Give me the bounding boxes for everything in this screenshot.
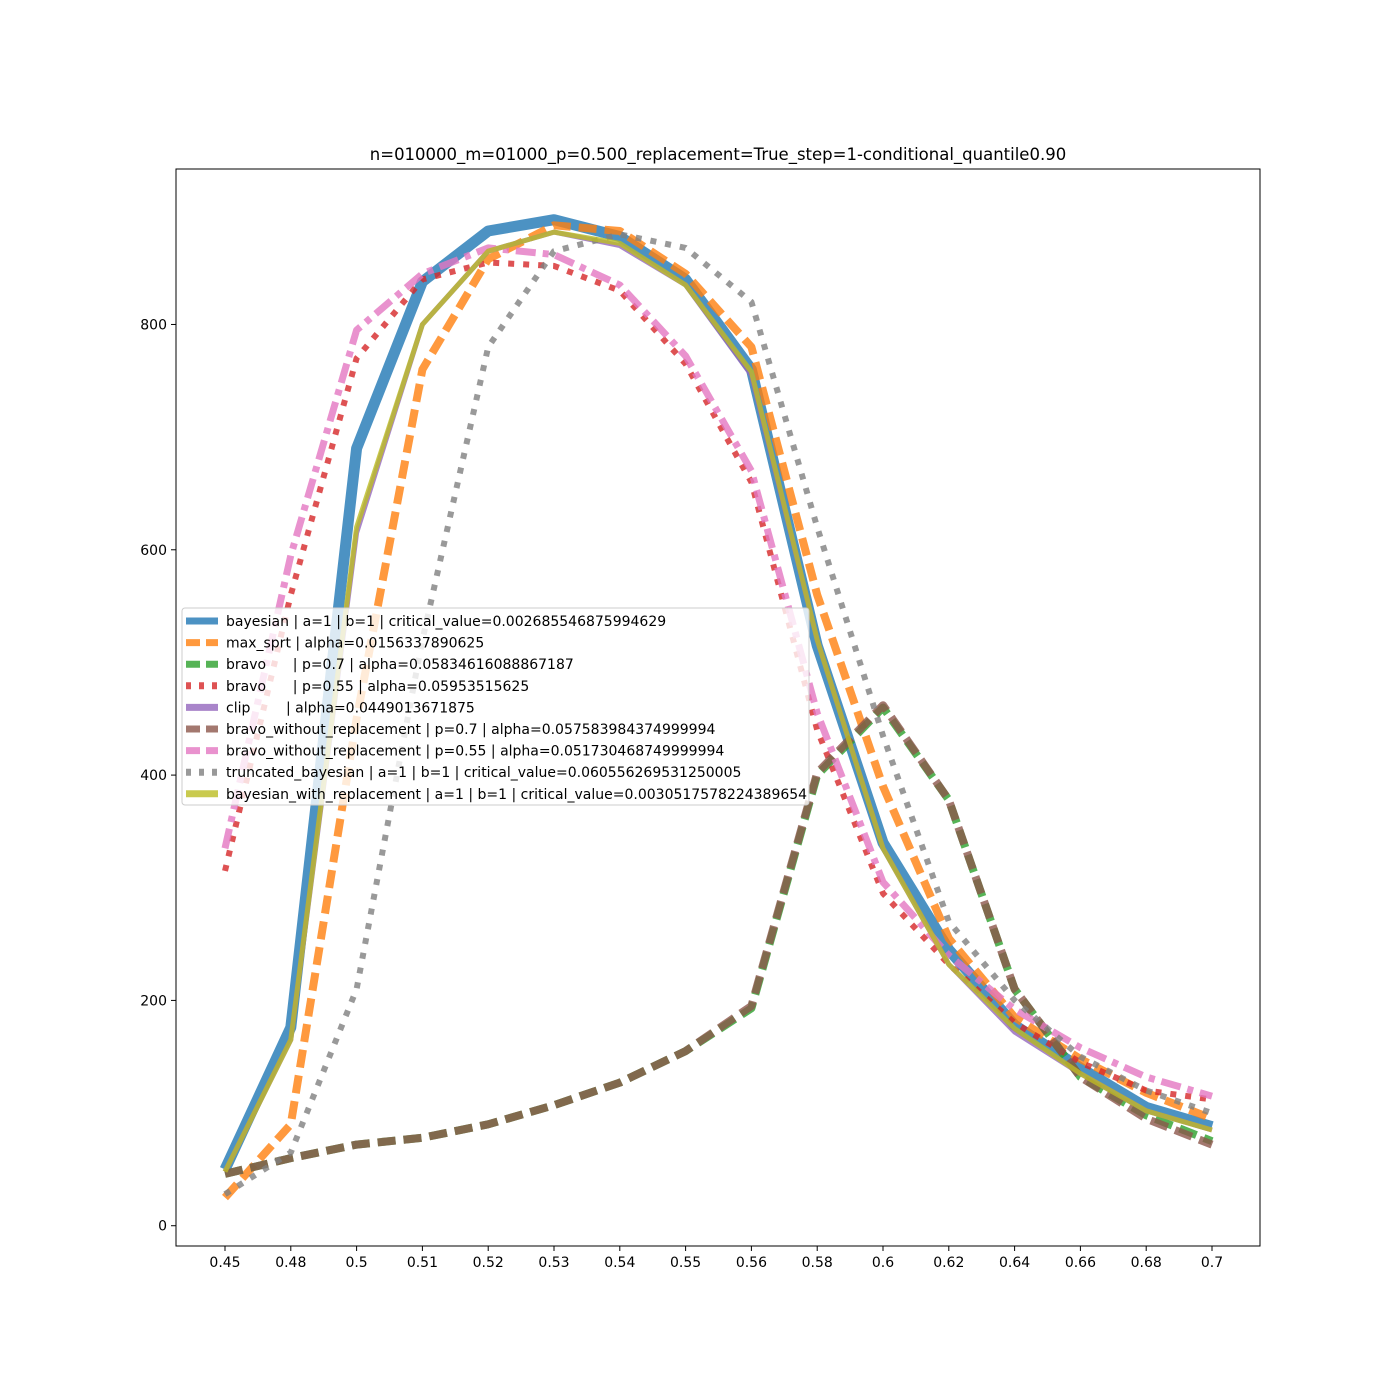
x-tick-label: 0.54 [604,1255,635,1271]
legend: bayesian | a=1 | b=1 | critical_value=0.… [181,607,810,806]
x-tick-label: 0.45 [209,1255,240,1271]
x-tick-label: 0.52 [473,1255,504,1271]
x-tick-label: 0.66 [1065,1255,1096,1271]
legend-label-5: bravo_without_replacement | p=0.7 | alph… [226,722,715,738]
legend-label-8: bayesian_with_replacement | a=1 | b=1 | … [226,787,807,803]
x-tick-label: 0.53 [538,1255,569,1271]
x-tick-label: 0.7 [1201,1255,1223,1271]
x-axis: 0.45 0.48 0.5 0.51 0.52 0.53 0.54 0.55 0.56 0.58 0… [209,1246,1223,1271]
x-tick-label: 0.56 [736,1255,767,1271]
legend-label-6: bravo_without_replacement | p=0.55 | alp… [226,744,724,760]
y-tick-label: 200 [140,993,167,1009]
series-line-5 [224,701,1214,1178]
x-tick-label: 0.68 [1131,1255,1162,1271]
y-tick-label: 0 [158,1219,167,1235]
series-line-8 [222,229,1213,1173]
legend-label-2: bravo | p=0.7 | alpha=0.0583461608886718… [226,657,574,673]
chart-title: n=010000_m=01000_p=0.500_replacement=Tru… [370,145,1066,165]
x-tick-label: 0.6 [872,1255,894,1271]
x-tick-label: 0.55 [670,1255,701,1271]
series-layer [220,214,1214,1201]
series-line-1 [222,221,1214,1201]
x-tick-label: 0.5 [345,1255,367,1271]
legend-label-0: bayesian | a=1 | b=1 | critical_value=0.… [226,614,666,630]
y-tick-label: 600 [140,543,167,559]
plot-frame [175,168,1261,1247]
legend-box [181,607,810,806]
legend-label-7: truncated_bayesian | a=1 | b=1 | critica… [226,765,741,781]
x-tick-label: 0.62 [933,1255,964,1271]
series-line-6 [221,244,1213,1100]
legend-label-1: max_sprt | alpha=0.0156337890625 [226,636,484,652]
series-line-7 [223,231,1213,1197]
y-tick-label: 400 [140,768,167,784]
x-tick-label: 0.48 [275,1255,306,1271]
y-axis: 0 200 400 600 800 [140,317,176,1235]
x-tick-label: 0.64 [999,1255,1030,1271]
series-line-3 [222,259,1213,1103]
x-tick-label: 0.58 [802,1255,833,1271]
y-tick-label: 800 [140,317,167,333]
legend-label-3: bravo | p=0.55 | alpha=0.05953515625 [226,679,529,695]
legend-label-4: clip | alpha=0.0449013671875 [226,700,475,716]
x-tick-label: 0.51 [407,1255,438,1271]
